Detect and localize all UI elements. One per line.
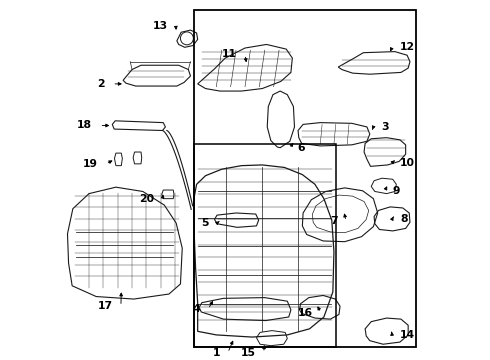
Text: 4: 4 [193, 304, 200, 314]
Text: 12: 12 [400, 42, 415, 52]
Bar [194, 10, 416, 347]
Text: 15: 15 [241, 348, 256, 358]
Text: 17: 17 [98, 301, 113, 311]
Text: 11: 11 [222, 49, 237, 59]
Text: 19: 19 [83, 159, 98, 169]
Bar [194, 144, 337, 347]
Text: 16: 16 [298, 308, 313, 318]
Text: 14: 14 [400, 330, 415, 340]
Text: 7: 7 [331, 216, 338, 226]
Text: 6: 6 [297, 143, 305, 153]
Text: 1: 1 [212, 348, 220, 358]
Text: 13: 13 [153, 21, 168, 31]
Text: 18: 18 [76, 121, 92, 130]
Text: 3: 3 [381, 122, 389, 132]
Text: 8: 8 [400, 215, 407, 224]
Text: 20: 20 [140, 194, 155, 204]
Text: 5: 5 [202, 218, 209, 228]
Text: 10: 10 [400, 158, 415, 168]
Text: 9: 9 [393, 186, 400, 196]
Text: 2: 2 [97, 79, 104, 89]
